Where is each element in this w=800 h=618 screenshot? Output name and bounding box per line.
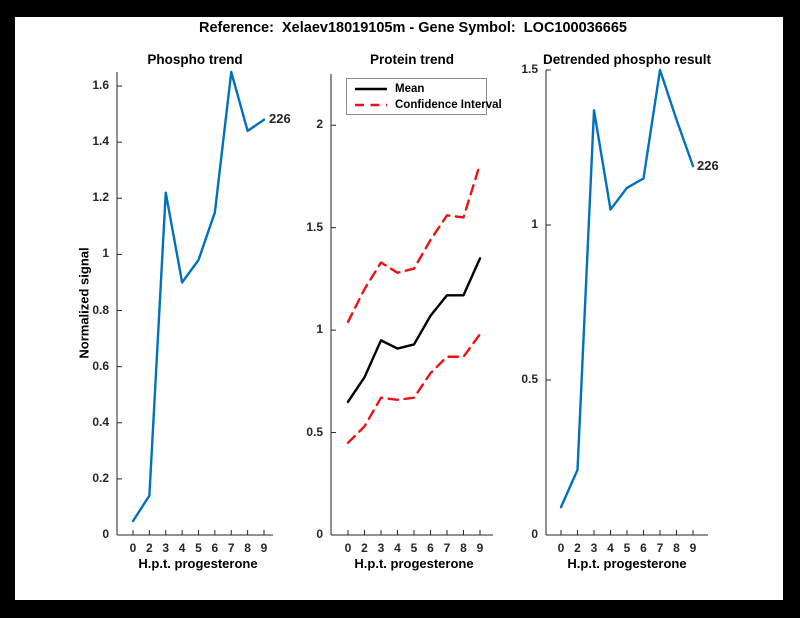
x-tick-label: 6	[640, 541, 647, 555]
y-tick-label: 0	[102, 527, 109, 541]
y-tick-label: 0	[316, 527, 323, 541]
x-tick-label: 6	[427, 541, 434, 555]
chart-title-protein-trend: Protein trend	[369, 52, 455, 67]
legend-ci-dashed-line-icon	[355, 103, 387, 107]
y-tick-label: 0.8	[92, 302, 109, 317]
x-axis-label-2: H.p.t. progesterone	[354, 556, 474, 571]
y-tick-label: 1	[531, 217, 538, 231]
x-tick-label: 8	[460, 541, 467, 555]
y-tick-label: 1.6	[92, 78, 109, 93]
y-tick-label: 1.2	[92, 190, 109, 205]
y-tick-label: 0.6	[92, 358, 109, 373]
mean-line	[346, 257, 482, 404]
y-tick-label: 1	[316, 322, 323, 337]
x-tick-label: 4	[394, 541, 401, 555]
y-tick-label: 0.5	[306, 424, 323, 439]
x-tick-label: 2	[574, 541, 581, 555]
y-tick-label: 0.4	[92, 414, 109, 429]
ci-upper-line	[346, 162, 482, 324]
x-tick-label: 7	[656, 541, 664, 555]
x-tick-label: 5	[195, 541, 202, 555]
y-tick-label: 1.4	[92, 134, 109, 149]
legend-label-mean: Mean	[395, 83, 425, 95]
x-axis-label-1: H.p.t. progesterone	[138, 556, 258, 571]
x-tick-label: 0	[344, 541, 352, 555]
x-tick-label: 4	[607, 541, 614, 555]
y-tick-label: 0.5	[521, 372, 538, 386]
x-tick-label: 9	[260, 541, 268, 555]
y-tick-label: 0.2	[92, 470, 109, 485]
legend-box: Mean Confidence Interval	[346, 78, 502, 115]
x-tick-label: 2	[361, 541, 368, 555]
series-end-label-1: 226	[269, 111, 291, 126]
ci-lower-line	[346, 333, 482, 444]
x-tick-label: 6	[211, 541, 219, 555]
x-tick-label: 8	[673, 541, 680, 555]
legend-label-confidence-interval: Confidence Interval	[395, 99, 502, 111]
phospho-line	[131, 70, 266, 523]
y-tick-label: 0	[531, 527, 538, 541]
x-tick-label: 2	[146, 541, 153, 555]
legend-entry-confidence-interval: Confidence Interval	[354, 97, 502, 113]
legend-entry-mean: Mean	[354, 81, 424, 97]
series-end-label-3: 226	[697, 158, 719, 173]
figure-title: Reference: Xelaev18019105m - Gene Symbol…	[199, 20, 627, 36]
x-tick-label: 3	[162, 541, 170, 555]
x-tick-label: 7	[227, 541, 235, 555]
x-tick-label: 9	[476, 541, 484, 555]
y-tick-label: 1.5	[521, 62, 538, 76]
x-tick-label: 3	[590, 541, 598, 555]
legend-mean-line-icon	[355, 87, 387, 91]
y-tick-label: 1	[102, 246, 109, 261]
chart-title-detrended-phospho: Detrended phospho result	[542, 52, 712, 67]
x-tick-label: 0	[129, 541, 137, 555]
y-tick-label: 2	[316, 117, 323, 132]
x-tick-label: 8	[244, 541, 251, 555]
x-tick-label: 5	[410, 541, 418, 555]
y-tick-label: 1.5	[306, 219, 323, 234]
x-tick-label: 7	[443, 541, 451, 555]
chart-title-phospho-trend: Phospho trend	[147, 52, 243, 67]
x-axis-label-3: H.p.t. progesterone	[567, 556, 687, 571]
x-tick-label: 5	[623, 541, 631, 555]
x-tick-label: 9	[689, 541, 697, 555]
x-tick-label: 3	[377, 541, 385, 555]
detrended-line	[559, 68, 695, 509]
x-tick-label: 0	[557, 541, 565, 555]
x-tick-label: 4	[178, 541, 186, 555]
